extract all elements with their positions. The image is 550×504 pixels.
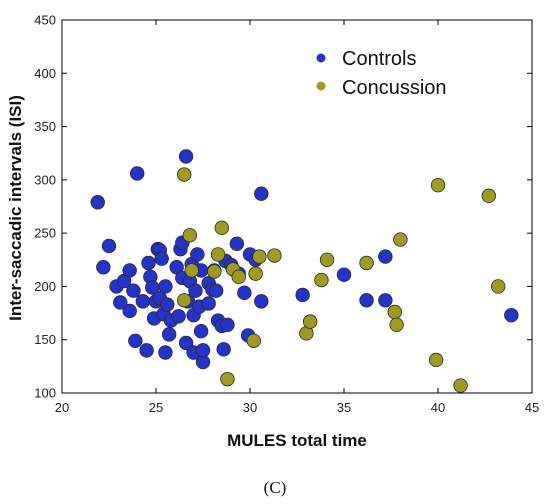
point-controls	[160, 297, 175, 312]
point-concussion	[302, 314, 318, 329]
x-axis-ticks: 20 25 30 35 40 45	[55, 20, 539, 415]
point-concussion	[490, 279, 506, 294]
point-concussion	[214, 220, 230, 236]
point-controls	[178, 335, 194, 351]
y-tick-label: 100	[34, 386, 56, 401]
point-concussion	[176, 293, 192, 308]
y-axis-title: Inter-saccadic intervals (ISI)	[6, 95, 25, 321]
point-controls	[154, 251, 169, 266]
y-tick-label: 450	[34, 13, 56, 28]
y-tick-label: 300	[34, 172, 56, 187]
point-controls	[193, 323, 209, 339]
point-controls	[122, 303, 137, 319]
point-controls	[237, 285, 252, 301]
point-controls	[126, 283, 141, 298]
point-controls	[141, 255, 156, 271]
point-controls	[158, 279, 173, 294]
point-concussion	[210, 247, 226, 262]
plot-area-border	[61, 19, 533, 394]
point-controls	[139, 343, 154, 358]
point-controls	[113, 295, 128, 310]
point-controls	[188, 283, 203, 298]
point-concussion	[389, 317, 404, 332]
point-controls	[295, 287, 310, 303]
point-concussion	[220, 371, 235, 387]
y-tick-label: 250	[34, 226, 56, 241]
point-controls	[190, 247, 205, 262]
point-controls	[161, 327, 177, 342]
point-concussion	[176, 167, 192, 182]
point-concussion	[453, 378, 468, 393]
point-controls	[195, 343, 211, 358]
point-controls	[208, 283, 224, 298]
point-controls	[129, 166, 145, 181]
plot-frame	[61, 19, 533, 394]
point-concussion	[428, 352, 444, 368]
x-tick-label: 25	[149, 400, 163, 415]
point-controls	[101, 238, 117, 254]
point-controls	[201, 296, 216, 311]
point-concussion	[231, 269, 246, 285]
panel-label: (C)	[263, 478, 287, 497]
point-controls	[359, 293, 374, 308]
point-concussion	[319, 252, 335, 267]
y-tick-label: 150	[34, 332, 56, 347]
legend-marker-concussion	[316, 81, 326, 91]
x-axis-title: MULES total time	[227, 431, 367, 450]
point-controls	[135, 294, 151, 309]
x-tick-label: 35	[337, 400, 351, 415]
point-concussion	[430, 177, 446, 193]
point-controls	[378, 293, 393, 308]
x-tick-label: 20	[55, 400, 69, 415]
point-controls	[336, 267, 352, 282]
point-concussion	[393, 232, 408, 247]
point-concussion	[207, 264, 222, 279]
point-controls	[220, 317, 235, 332]
point-concussion	[246, 333, 261, 348]
point-concussion	[481, 188, 496, 204]
scatter-chart: 20 25 30 35 40 45 100 150 200 250 300 350 400 450 Co…	[6, 13, 539, 451]
point-controls	[254, 294, 269, 309]
x-tick-label: 30	[243, 400, 257, 415]
point-controls	[158, 345, 173, 360]
point-concussion	[267, 248, 282, 263]
point-controls	[90, 195, 105, 210]
point-controls	[229, 236, 245, 252]
y-tick-label: 400	[34, 66, 56, 81]
point-controls	[216, 342, 231, 357]
point-concussion	[248, 266, 263, 281]
point-concussion	[387, 304, 402, 320]
point-concussion	[314, 272, 329, 288]
point-controls	[128, 333, 143, 348]
point-controls	[96, 260, 111, 275]
legend-label-controls: Controls	[342, 48, 416, 70]
y-axis-ticks: 100 150 200 250 300 350 400 450	[34, 13, 532, 401]
legend-label-concussion: Concussion	[342, 77, 447, 99]
point-controls	[178, 149, 194, 164]
point-controls	[378, 249, 393, 264]
x-tick-label: 45	[525, 400, 539, 415]
legend-marker-controls	[316, 53, 326, 63]
point-controls	[122, 263, 137, 278]
point-controls	[171, 309, 186, 324]
data-points	[90, 149, 519, 393]
point-concussion	[184, 263, 199, 278]
point-concussion	[359, 255, 374, 271]
point-concussion	[252, 249, 267, 264]
x-tick-label: 40	[431, 400, 445, 415]
point-controls	[254, 186, 269, 201]
point-concussion	[182, 228, 198, 243]
y-tick-label: 200	[34, 279, 56, 294]
y-tick-label: 350	[34, 119, 56, 134]
point-controls	[504, 308, 519, 323]
legend: Controls Concussion	[316, 48, 447, 99]
